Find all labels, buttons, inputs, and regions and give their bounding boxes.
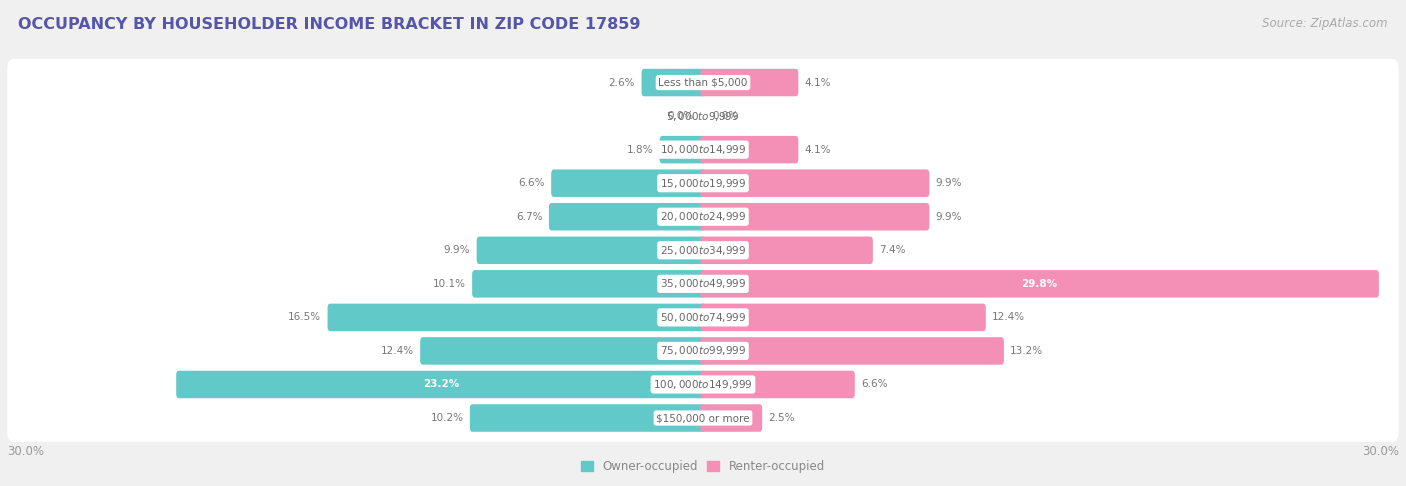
- FancyBboxPatch shape: [477, 237, 706, 264]
- Text: 6.6%: 6.6%: [860, 380, 887, 389]
- Text: $5,000 to $9,999: $5,000 to $9,999: [666, 110, 740, 122]
- Text: 1.8%: 1.8%: [627, 145, 654, 155]
- Text: OCCUPANCY BY HOUSEHOLDER INCOME BRACKET IN ZIP CODE 17859: OCCUPANCY BY HOUSEHOLDER INCOME BRACKET …: [18, 17, 641, 32]
- FancyBboxPatch shape: [700, 136, 799, 163]
- FancyBboxPatch shape: [548, 203, 706, 230]
- Text: 13.2%: 13.2%: [1011, 346, 1043, 356]
- FancyBboxPatch shape: [700, 371, 855, 398]
- Text: 10.2%: 10.2%: [430, 413, 464, 423]
- FancyBboxPatch shape: [7, 260, 1399, 308]
- Text: $10,000 to $14,999: $10,000 to $14,999: [659, 143, 747, 156]
- Text: $100,000 to $149,999: $100,000 to $149,999: [654, 378, 752, 391]
- Text: $25,000 to $34,999: $25,000 to $34,999: [659, 244, 747, 257]
- Text: Source: ZipAtlas.com: Source: ZipAtlas.com: [1263, 17, 1388, 30]
- Text: 23.2%: 23.2%: [423, 380, 460, 389]
- Text: 9.9%: 9.9%: [444, 245, 471, 255]
- Text: 16.5%: 16.5%: [288, 312, 321, 322]
- FancyBboxPatch shape: [700, 170, 929, 197]
- Text: 4.1%: 4.1%: [804, 145, 831, 155]
- Text: $15,000 to $19,999: $15,000 to $19,999: [659, 177, 747, 190]
- Text: 29.8%: 29.8%: [1022, 279, 1057, 289]
- Text: 6.7%: 6.7%: [516, 212, 543, 222]
- FancyBboxPatch shape: [176, 371, 706, 398]
- FancyBboxPatch shape: [700, 337, 1004, 364]
- Text: $50,000 to $74,999: $50,000 to $74,999: [659, 311, 747, 324]
- FancyBboxPatch shape: [641, 69, 706, 96]
- FancyBboxPatch shape: [328, 304, 706, 331]
- FancyBboxPatch shape: [700, 237, 873, 264]
- Text: 2.6%: 2.6%: [609, 78, 636, 87]
- Text: 12.4%: 12.4%: [993, 312, 1025, 322]
- FancyBboxPatch shape: [7, 159, 1399, 207]
- FancyBboxPatch shape: [7, 92, 1399, 140]
- Text: $20,000 to $24,999: $20,000 to $24,999: [659, 210, 747, 223]
- FancyBboxPatch shape: [470, 404, 706, 432]
- Text: 4.1%: 4.1%: [804, 78, 831, 87]
- Text: 0.0%: 0.0%: [668, 111, 695, 121]
- Text: $150,000 or more: $150,000 or more: [657, 413, 749, 423]
- FancyBboxPatch shape: [7, 361, 1399, 408]
- FancyBboxPatch shape: [551, 170, 706, 197]
- FancyBboxPatch shape: [7, 226, 1399, 274]
- FancyBboxPatch shape: [700, 69, 799, 96]
- Text: Less than $5,000: Less than $5,000: [658, 78, 748, 87]
- FancyBboxPatch shape: [659, 136, 706, 163]
- Text: $35,000 to $49,999: $35,000 to $49,999: [659, 278, 747, 290]
- FancyBboxPatch shape: [7, 59, 1399, 106]
- Text: 7.4%: 7.4%: [879, 245, 905, 255]
- Text: 12.4%: 12.4%: [381, 346, 413, 356]
- FancyBboxPatch shape: [7, 327, 1399, 375]
- Legend: Owner-occupied, Renter-occupied: Owner-occupied, Renter-occupied: [576, 455, 830, 478]
- Text: 0.0%: 0.0%: [711, 111, 738, 121]
- FancyBboxPatch shape: [7, 294, 1399, 341]
- FancyBboxPatch shape: [7, 126, 1399, 174]
- FancyBboxPatch shape: [472, 270, 706, 297]
- FancyBboxPatch shape: [7, 193, 1399, 241]
- FancyBboxPatch shape: [700, 404, 762, 432]
- Text: 10.1%: 10.1%: [433, 279, 465, 289]
- FancyBboxPatch shape: [7, 394, 1399, 442]
- FancyBboxPatch shape: [420, 337, 706, 364]
- Text: 2.5%: 2.5%: [769, 413, 794, 423]
- Text: 9.9%: 9.9%: [935, 212, 962, 222]
- FancyBboxPatch shape: [700, 203, 929, 230]
- Text: $75,000 to $99,999: $75,000 to $99,999: [659, 345, 747, 357]
- FancyBboxPatch shape: [700, 304, 986, 331]
- Text: 9.9%: 9.9%: [935, 178, 962, 188]
- Text: 6.6%: 6.6%: [519, 178, 546, 188]
- FancyBboxPatch shape: [700, 270, 1379, 297]
